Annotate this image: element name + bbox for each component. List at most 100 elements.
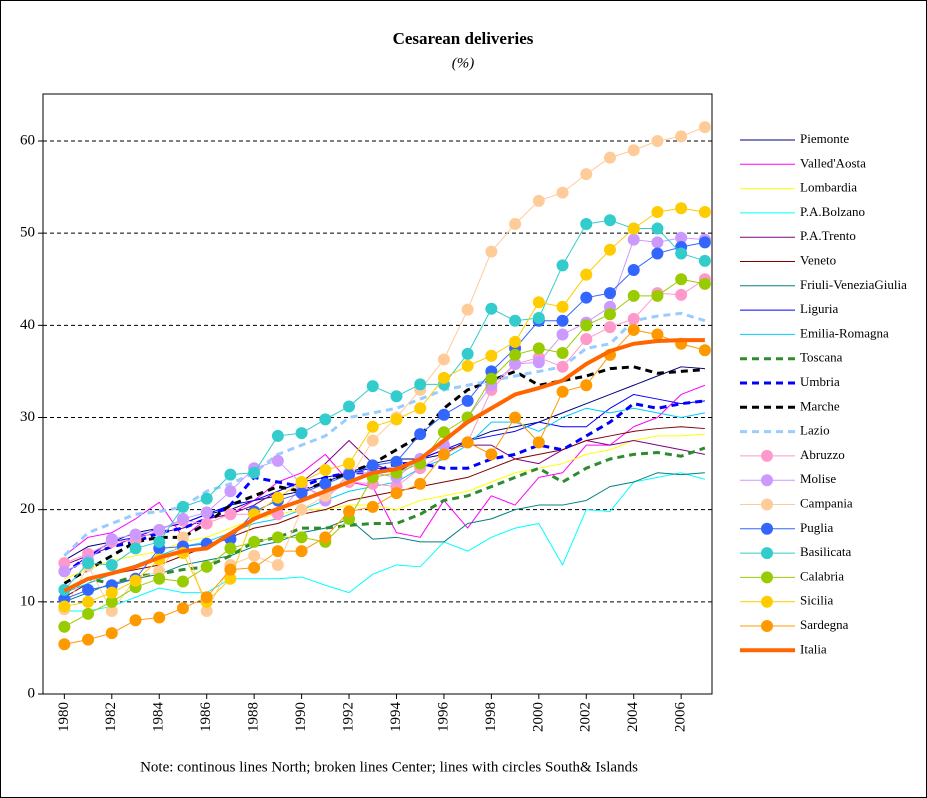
data-point (105, 586, 118, 599)
data-point (295, 545, 308, 558)
data-point (153, 535, 166, 548)
data-point (675, 288, 688, 301)
data-point (603, 308, 616, 321)
data-point (224, 572, 237, 585)
legend-swatch-marker (761, 474, 773, 487)
legend-label: Sicilia (800, 593, 833, 608)
data-point (82, 633, 95, 646)
data-point (627, 144, 640, 157)
data-point (698, 205, 711, 218)
data-point (437, 426, 450, 439)
data-point (271, 491, 284, 504)
y-tick-label: 0 (28, 685, 36, 701)
x-tick-label: 2000 (530, 702, 546, 732)
data-point (224, 468, 237, 481)
legend-label: Piemonte (800, 131, 849, 146)
data-point (675, 247, 688, 260)
data-point (200, 591, 213, 604)
data-point (556, 259, 569, 272)
data-point (390, 390, 403, 403)
data-point (461, 359, 474, 372)
data-point (176, 575, 189, 588)
data-point (580, 217, 593, 230)
data-point (651, 205, 664, 218)
data-point (343, 457, 356, 470)
data-point (343, 468, 356, 481)
data-point (437, 448, 450, 461)
legend-label: Umbria (800, 374, 840, 389)
legend-label: Lombardia (800, 180, 857, 195)
data-point (580, 168, 593, 181)
series-line (63, 338, 705, 593)
legend-swatch-marker (761, 498, 773, 511)
data-point (532, 311, 545, 324)
data-point (295, 476, 308, 489)
data-point (366, 459, 379, 472)
data-point (271, 545, 284, 558)
data-point (248, 466, 261, 479)
data-point (105, 558, 118, 571)
data-point (129, 614, 142, 627)
x-tick-label: 1988 (246, 702, 262, 732)
data-point (271, 531, 284, 544)
legend-label: P.A.Bolzano (800, 204, 865, 219)
data-point (461, 347, 474, 360)
data-point (248, 549, 261, 562)
data-point (414, 477, 427, 490)
data-point (556, 346, 569, 359)
legend-label: Valled'Aosta (800, 155, 866, 170)
data-point (698, 277, 711, 290)
data-point (390, 487, 403, 500)
legend-label: P.A.Trento (800, 228, 856, 243)
y-tick-label: 10 (20, 593, 35, 609)
data-point (698, 344, 711, 357)
data-point (627, 289, 640, 302)
data-point (319, 477, 332, 490)
data-point (200, 492, 213, 505)
legend-swatch-marker (761, 595, 773, 608)
data-point (200, 560, 213, 573)
x-tick-label: 1996 (435, 702, 451, 733)
data-point (603, 287, 616, 300)
series-line (63, 219, 706, 591)
data-point (58, 638, 71, 651)
legend-label: Italia (800, 641, 827, 656)
data-point (437, 353, 450, 366)
data-point (153, 611, 166, 624)
x-tick-label: 1990 (293, 702, 309, 732)
series-line (64, 278, 706, 564)
data-point (580, 333, 593, 346)
data-point (200, 605, 213, 618)
data-point (627, 264, 640, 277)
data-point (603, 243, 616, 256)
data-point (82, 557, 95, 570)
series-line (64, 407, 705, 594)
data-point (224, 563, 237, 576)
plot-area (42, 93, 713, 695)
data-point (176, 512, 189, 525)
series-line (64, 241, 705, 600)
data-point (580, 379, 593, 392)
data-point (675, 273, 688, 286)
data-point (532, 436, 545, 449)
data-point (509, 335, 522, 348)
data-point (461, 303, 474, 316)
legend-label: Emilia-Romagna (800, 325, 889, 340)
chart-subtitle: (%) (452, 55, 475, 71)
x-tick-label: 1980 (56, 702, 72, 732)
x-tick-label: 2002 (578, 702, 594, 732)
legend-label: Veneto (800, 252, 836, 267)
data-point (105, 627, 118, 640)
data-point (651, 247, 664, 260)
data-point (556, 385, 569, 398)
data-point (651, 222, 664, 235)
data-point (200, 517, 213, 530)
data-point (319, 531, 332, 544)
legend-label: Toscana (800, 350, 843, 365)
data-point (366, 434, 379, 447)
y-tick-label: 40 (20, 317, 35, 333)
data-point (437, 371, 450, 384)
data-point (485, 448, 498, 461)
y-tick-label: 20 (20, 501, 35, 517)
